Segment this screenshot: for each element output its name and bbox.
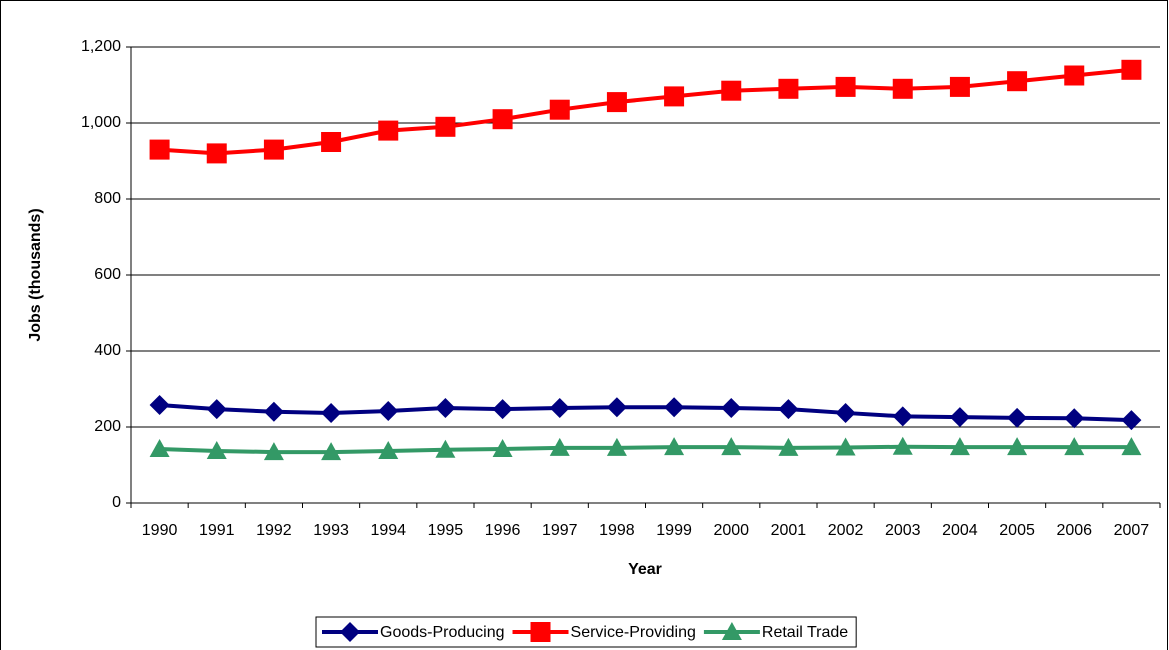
marker xyxy=(530,622,551,642)
marker xyxy=(1121,59,1142,80)
marker xyxy=(435,116,456,137)
marker xyxy=(835,437,856,456)
marker xyxy=(835,76,856,97)
marker xyxy=(1121,437,1142,456)
x-tick-label: 2005 xyxy=(999,522,1035,539)
x-tick-label: 2007 xyxy=(1114,522,1150,539)
marker xyxy=(378,120,399,141)
x-tick-label: 2004 xyxy=(942,522,978,539)
y-tick-label: 400 xyxy=(94,342,121,359)
marker xyxy=(721,437,742,456)
marker xyxy=(435,439,456,458)
marker xyxy=(1007,407,1028,428)
y-tick-label: 800 xyxy=(94,190,121,207)
marker xyxy=(778,399,799,420)
marker xyxy=(949,76,970,97)
marker xyxy=(1064,65,1085,86)
marker xyxy=(149,139,170,160)
x-tick-label: 1991 xyxy=(199,522,235,539)
y-tick-label: 200 xyxy=(94,418,121,435)
marker xyxy=(949,407,970,428)
x-tick-label: 1998 xyxy=(599,522,635,539)
marker xyxy=(1064,408,1085,429)
marker xyxy=(206,399,227,420)
marker xyxy=(778,437,799,456)
x-tick-label: 2006 xyxy=(1056,522,1092,539)
marker xyxy=(1121,410,1142,431)
marker xyxy=(721,80,742,101)
legend: Goods-Producing Service-Providing Retail T… xyxy=(315,616,857,648)
y-axis-title: Jobs (thousands) xyxy=(27,208,44,341)
marker xyxy=(492,109,513,130)
marker xyxy=(892,406,913,427)
marker xyxy=(606,397,627,418)
marker xyxy=(606,437,627,456)
marker xyxy=(378,401,399,422)
legend-label: Service-Providing xyxy=(571,624,696,641)
marker xyxy=(340,622,360,642)
marker xyxy=(664,437,685,456)
marker xyxy=(721,398,742,418)
marker xyxy=(435,398,456,418)
marker xyxy=(1064,437,1085,456)
y-tick-label: 1,000 xyxy=(81,114,121,131)
x-tick-label: 1990 xyxy=(142,522,178,539)
legend-label: Goods-Producing xyxy=(380,624,505,641)
x-tick-label: 1995 xyxy=(428,522,464,539)
legend-box xyxy=(315,616,857,648)
x-tick-label: 1997 xyxy=(542,522,578,539)
x-tick-label: 1999 xyxy=(656,522,692,539)
marker xyxy=(492,439,513,458)
marker xyxy=(835,402,856,423)
x-tick-label: 1993 xyxy=(313,522,349,539)
marker xyxy=(321,442,342,461)
x-tick-label: 2000 xyxy=(713,522,749,539)
marker xyxy=(721,622,742,640)
marker xyxy=(149,439,170,458)
marker xyxy=(549,99,570,120)
marker xyxy=(949,437,970,456)
y-tick-label: 1,200 xyxy=(81,38,121,55)
marker xyxy=(664,86,685,107)
marker xyxy=(206,440,227,459)
marker xyxy=(892,78,913,99)
marker xyxy=(149,394,170,415)
marker xyxy=(549,437,570,456)
marker xyxy=(263,139,284,160)
marker xyxy=(664,397,685,418)
y-tick-label: 0 xyxy=(112,494,121,511)
marker xyxy=(492,399,513,420)
marker xyxy=(263,442,284,461)
x-tick-label: 1992 xyxy=(256,522,292,539)
y-tick-label: 600 xyxy=(94,266,121,283)
series-line xyxy=(159,444,1132,455)
x-tick-label: 1996 xyxy=(485,522,521,539)
marker xyxy=(263,401,284,422)
marker xyxy=(549,398,570,418)
marker xyxy=(778,78,799,99)
marker xyxy=(378,440,399,459)
x-tick-label: 2002 xyxy=(828,522,864,539)
legend-label: Retail Trade xyxy=(762,624,848,641)
marker xyxy=(892,436,913,455)
marker xyxy=(206,143,227,164)
x-tick-label: 2003 xyxy=(885,522,921,539)
x-axis-title: Year xyxy=(628,561,662,578)
marker xyxy=(606,92,627,113)
marker xyxy=(321,132,342,152)
marker xyxy=(321,402,342,423)
marker xyxy=(1007,437,1028,456)
x-tick-label: 1994 xyxy=(370,522,406,539)
marker xyxy=(1007,71,1028,92)
x-tick-label: 2001 xyxy=(771,522,807,539)
